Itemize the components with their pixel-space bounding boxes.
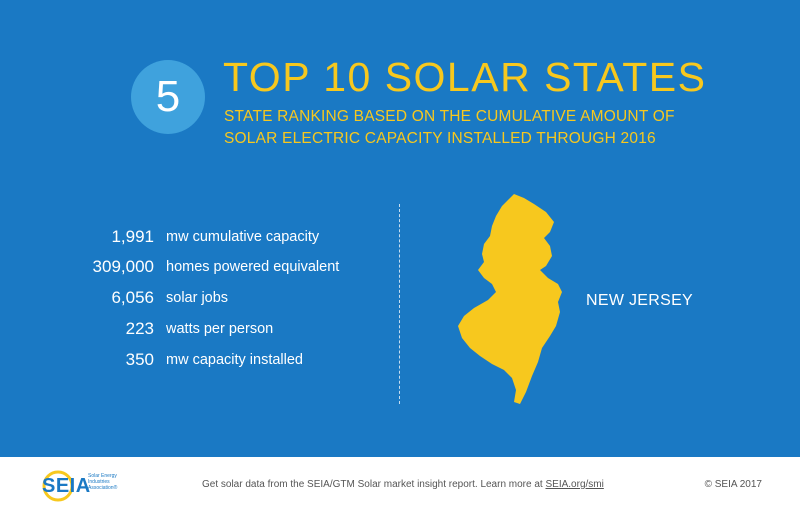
stat-label: mw capacity installed <box>166 352 303 368</box>
stat-row: 223 watts per person <box>0 316 390 342</box>
footer-note: Get solar data from the SEIA/GTM Solar m… <box>202 479 604 490</box>
stat-row: 309,000 homes powered equivalent <box>0 254 390 280</box>
footer: SEIA Solar Energy Industries Association… <box>0 457 800 518</box>
stat-value: 1,991 <box>111 227 154 246</box>
stat-value: 6,056 <box>111 288 154 307</box>
stat-value: 223 <box>125 319 154 338</box>
rank-badge: 5 <box>131 60 205 134</box>
stat-row: 1,991 mw cumulative capacity <box>0 224 390 250</box>
footer-note-text: Get solar data from the SEIA/GTM Solar m… <box>202 479 546 490</box>
page-subtitle: STATE RANKING BASED ON THE CUMULATIVE AM… <box>224 108 675 147</box>
logo-text: SEIA <box>42 475 91 497</box>
seia-logo <box>42 470 74 502</box>
smi-link[interactable]: SEIA.org/smi <box>545 479 604 490</box>
stat-label: solar jobs <box>166 290 229 306</box>
stat-label: homes powered equivalent <box>166 259 340 275</box>
rank-number: 5 <box>155 72 181 121</box>
copyright: © SEIA 2017 <box>704 479 762 490</box>
stat-label: watts per person <box>166 321 274 337</box>
new-jersey-map-icon <box>458 194 562 404</box>
state-name: NEW JERSEY <box>586 292 694 309</box>
stat-value: 350 <box>125 350 154 369</box>
stat-row: 350 mw capacity installed <box>0 347 390 373</box>
divider <box>399 204 400 404</box>
stat-row: 6,056 solar jobs <box>0 285 390 311</box>
page-title: TOP 10 SOLAR STATES <box>223 54 707 100</box>
logo-subtext: Solar Energy Industries Association® <box>88 473 118 491</box>
stat-label: mw cumulative capacity <box>166 229 320 245</box>
stat-value: 309,000 <box>92 257 154 276</box>
infographic-banner: 5 TOP 10 SOLAR STATES STATE RANKING BASE… <box>0 0 800 457</box>
